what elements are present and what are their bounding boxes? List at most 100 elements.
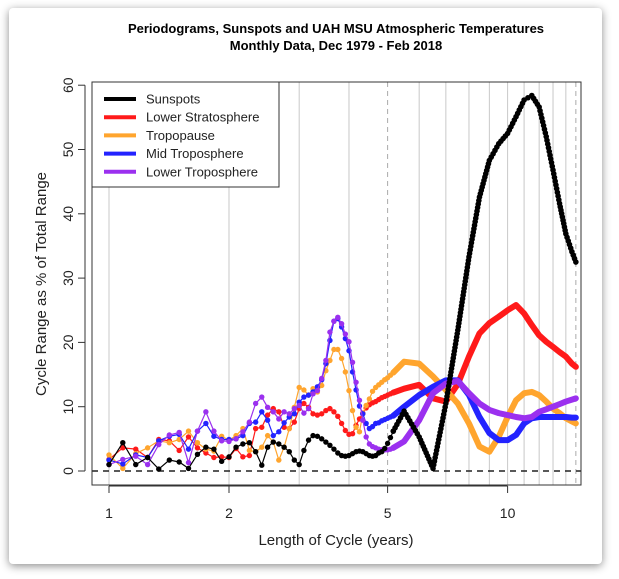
data-point [305, 392, 312, 398]
chart-title: Periodograms, Sunspots and UAH MSU Atmos… [128, 21, 544, 36]
y-axis-label: Cycle Range as % of Total Range [33, 172, 50, 396]
data-point [259, 462, 265, 468]
data-point [185, 465, 192, 472]
data-point [349, 407, 356, 414]
y-tick-label: 50 [60, 142, 76, 158]
data-point [203, 444, 209, 450]
data-point [338, 321, 345, 327]
data-point [264, 444, 271, 450]
series-lower-stratosphere [106, 302, 579, 463]
series-sunspots [106, 92, 579, 472]
data-point [291, 457, 298, 463]
data-point [331, 409, 337, 415]
data-point [226, 438, 232, 445]
data-point [327, 357, 333, 364]
data-point [185, 428, 192, 434]
y-tick-label: 0 [60, 467, 76, 475]
data-point [252, 449, 259, 455]
data-point [156, 441, 162, 448]
data-point [338, 420, 345, 427]
data-point [144, 445, 151, 451]
y-tick-label: 20 [60, 334, 76, 350]
data-point [353, 379, 359, 385]
data-point [176, 459, 182, 465]
data-point [218, 458, 225, 465]
data-point [120, 465, 126, 472]
data-point [233, 436, 239, 442]
legend-item: Mid Troposphere [104, 146, 244, 161]
data-point [233, 444, 239, 450]
data-point [363, 420, 369, 427]
data-point [240, 441, 246, 447]
data-point [276, 441, 282, 447]
data-point [291, 405, 298, 412]
data-point [382, 445, 388, 452]
data-point [203, 420, 209, 427]
data-point [335, 413, 341, 420]
data-point [194, 451, 201, 457]
data-point [310, 411, 316, 417]
data-point [342, 427, 349, 434]
data-point [291, 411, 298, 417]
data-point [387, 434, 394, 441]
data-point [573, 259, 579, 265]
data-point [133, 461, 139, 468]
series-line-thick [390, 302, 579, 405]
data-point [323, 357, 329, 364]
legend: Sunspots Lower Stratosphere Tropopause Mid … [91, 81, 280, 188]
data-point [211, 433, 217, 439]
data-point [259, 424, 265, 430]
x-axis-label: Length of Cycle (years) [258, 532, 413, 549]
data-point [240, 429, 246, 435]
data-point [296, 402, 302, 409]
data-point [246, 447, 253, 454]
data-point [246, 440, 253, 446]
data-point [327, 442, 333, 448]
series-mid-troposphere [106, 315, 579, 467]
data-point [305, 437, 312, 443]
data-point [314, 387, 321, 394]
y-tick-label: 40 [60, 206, 76, 222]
data-point [335, 314, 341, 321]
data-point [301, 447, 307, 454]
data-point [349, 431, 356, 437]
data-point [327, 329, 333, 335]
legend-label: Mid Troposphere [146, 146, 244, 161]
data-point [185, 434, 192, 440]
data-point [194, 440, 201, 446]
legend-label: Sunspots [146, 92, 201, 107]
data-point [259, 444, 265, 450]
data-point [281, 420, 287, 426]
data-point [120, 461, 126, 467]
data-point [301, 387, 307, 393]
data-point [360, 417, 366, 423]
data-point [176, 447, 182, 454]
data-point [264, 417, 271, 423]
data-point [305, 405, 312, 412]
y-tick-label: 30 [60, 270, 76, 286]
data-point [264, 412, 271, 418]
data-point [301, 410, 307, 416]
data-point [291, 419, 298, 425]
data-point [259, 394, 265, 400]
data-point [319, 411, 325, 417]
x-tick-label: 5 [384, 505, 392, 521]
data-point [356, 429, 363, 435]
data-point [166, 440, 173, 446]
data-point [156, 438, 162, 444]
data-point [335, 450, 341, 456]
data-point [353, 424, 359, 430]
legend-item: Lower Troposphere [104, 164, 258, 179]
legend-label: Lower Stratosphere [146, 110, 259, 125]
data-point [133, 446, 139, 452]
data-point [281, 444, 287, 450]
x-tick-label: 2 [225, 505, 233, 521]
data-point [264, 404, 271, 411]
data-point [120, 445, 126, 451]
data-point [252, 400, 259, 407]
data-point [390, 389, 396, 396]
data-point [286, 411, 292, 417]
data-point [296, 384, 302, 391]
legend-label: Lower Troposphere [146, 164, 258, 179]
data-point [120, 456, 126, 463]
